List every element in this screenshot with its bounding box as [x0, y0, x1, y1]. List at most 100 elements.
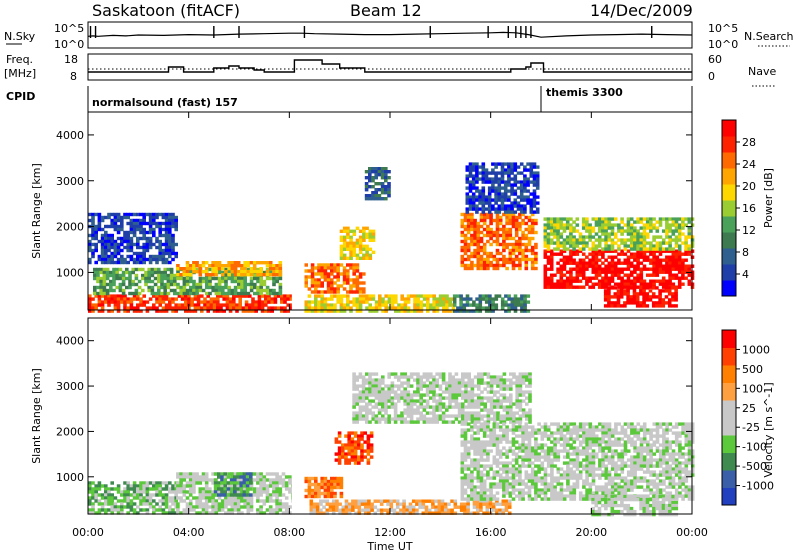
heatmap-cell	[661, 267, 666, 271]
heatmap-cell	[451, 390, 455, 394]
heatmap-cell	[516, 171, 521, 175]
heatmap-cell	[483, 414, 487, 418]
heatmap-cell	[594, 238, 599, 242]
heatmap-cell	[155, 236, 159, 241]
heatmap-cell	[658, 261, 663, 265]
heatmap-cell	[556, 238, 560, 242]
heatmap-cell	[155, 309, 159, 313]
heatmap-cell	[448, 384, 452, 388]
heatmap-cell	[411, 511, 416, 515]
heatmap-cell	[435, 297, 440, 301]
heatmap-cell	[371, 297, 376, 301]
heatmap-cell	[132, 257, 137, 262]
heatmap-cell	[195, 288, 199, 293]
heatmap-cell	[192, 481, 196, 485]
heatmap-cell	[645, 304, 650, 308]
heatmap-cell	[496, 402, 500, 406]
heatmap-cell	[562, 226, 567, 230]
heatmap-cell	[559, 285, 564, 289]
heatmap-cell	[441, 411, 446, 415]
heatmap-cell	[214, 261, 219, 265]
heatmap-cell	[491, 204, 495, 208]
heatmap-cell	[642, 229, 647, 233]
heatmap-cell	[632, 286, 637, 290]
heatmap-cell	[460, 221, 465, 226]
heatmap-cell	[467, 396, 471, 400]
heatmap-cell	[505, 411, 510, 415]
heatmap-cell	[349, 235, 353, 239]
heatmap-cell	[353, 461, 358, 465]
heatmap-cell	[123, 306, 127, 310]
heatmap-cell	[642, 301, 646, 305]
heatmap-cell	[457, 405, 462, 409]
heatmap-cell	[601, 267, 605, 271]
heatmap-cell	[526, 189, 530, 193]
heatmap-cell	[432, 384, 436, 388]
heatmap-cell	[639, 261, 644, 265]
heatmap-cell	[126, 215, 130, 220]
heatmap-cell	[123, 215, 127, 220]
heatmap-cell	[208, 264, 212, 268]
heatmap-cell	[475, 180, 479, 184]
heatmap-cell	[681, 252, 685, 256]
heatmap-cell	[421, 499, 426, 503]
heatmap-cell	[259, 285, 263, 290]
heatmap-cell	[610, 255, 615, 259]
heatmap-cell	[346, 263, 350, 267]
heatmap-cell	[145, 502, 150, 506]
heatmap-cell	[174, 218, 178, 223]
heatmap-cell	[113, 242, 118, 247]
heatmap-cell	[381, 387, 385, 391]
heatmap-cell	[527, 218, 532, 223]
heatmap-cell	[475, 168, 479, 172]
heatmap-cell	[451, 396, 455, 400]
heatmap-cell	[671, 247, 676, 251]
heatmap-cell	[562, 238, 567, 242]
heatmap-cell	[413, 420, 417, 424]
heatmap-cell	[409, 396, 414, 400]
heatmap-cell	[364, 185, 369, 189]
heatmap-cell	[409, 414, 414, 418]
heatmap-cell	[136, 309, 140, 313]
heatmap-cell	[393, 390, 398, 394]
heatmap-cell	[171, 212, 175, 217]
heatmap-cell	[158, 251, 162, 256]
heatmap-cell	[99, 267, 103, 272]
heatmap-cell	[617, 229, 621, 233]
heatmap-cell	[645, 226, 650, 230]
heatmap-cell	[179, 475, 183, 479]
heatmap-cell	[665, 223, 669, 227]
heatmap-cell	[526, 180, 530, 184]
heatmap-cell	[358, 372, 363, 376]
heatmap-cell	[626, 267, 631, 271]
heatmap-cell	[252, 261, 257, 265]
heatmap-cell	[665, 255, 669, 259]
heatmap-cell	[174, 251, 178, 256]
heatmap-cell	[256, 276, 260, 281]
heatmap-cell	[352, 284, 356, 288]
heatmap-cell	[224, 285, 228, 290]
heatmap-cell	[360, 437, 364, 441]
heatmap-cell	[142, 300, 146, 304]
heatmap-cell	[648, 289, 653, 293]
heatmap-cell	[374, 414, 379, 418]
heatmap-cell	[486, 396, 491, 400]
heatmap-cell	[177, 294, 182, 298]
heatmap-cell	[384, 411, 388, 415]
heatmap-cell	[161, 496, 166, 500]
heatmap-cell	[546, 261, 551, 265]
heatmap-cell	[365, 396, 369, 400]
heatmap-cell	[514, 215, 519, 220]
heatmap-cell	[100, 245, 105, 250]
heatmap-cell	[217, 508, 222, 512]
heatmap-cell	[91, 487, 95, 491]
heatmap-cell	[515, 405, 519, 409]
heatmap-cell	[363, 505, 368, 509]
heatmap-cell	[454, 372, 459, 376]
heatmap-cell	[512, 375, 516, 379]
heatmap-cell	[511, 263, 516, 268]
heatmap-cell	[481, 180, 486, 184]
heatmap-cell	[479, 245, 484, 250]
heatmap-cell	[502, 236, 506, 241]
heatmap-cell	[344, 499, 349, 503]
